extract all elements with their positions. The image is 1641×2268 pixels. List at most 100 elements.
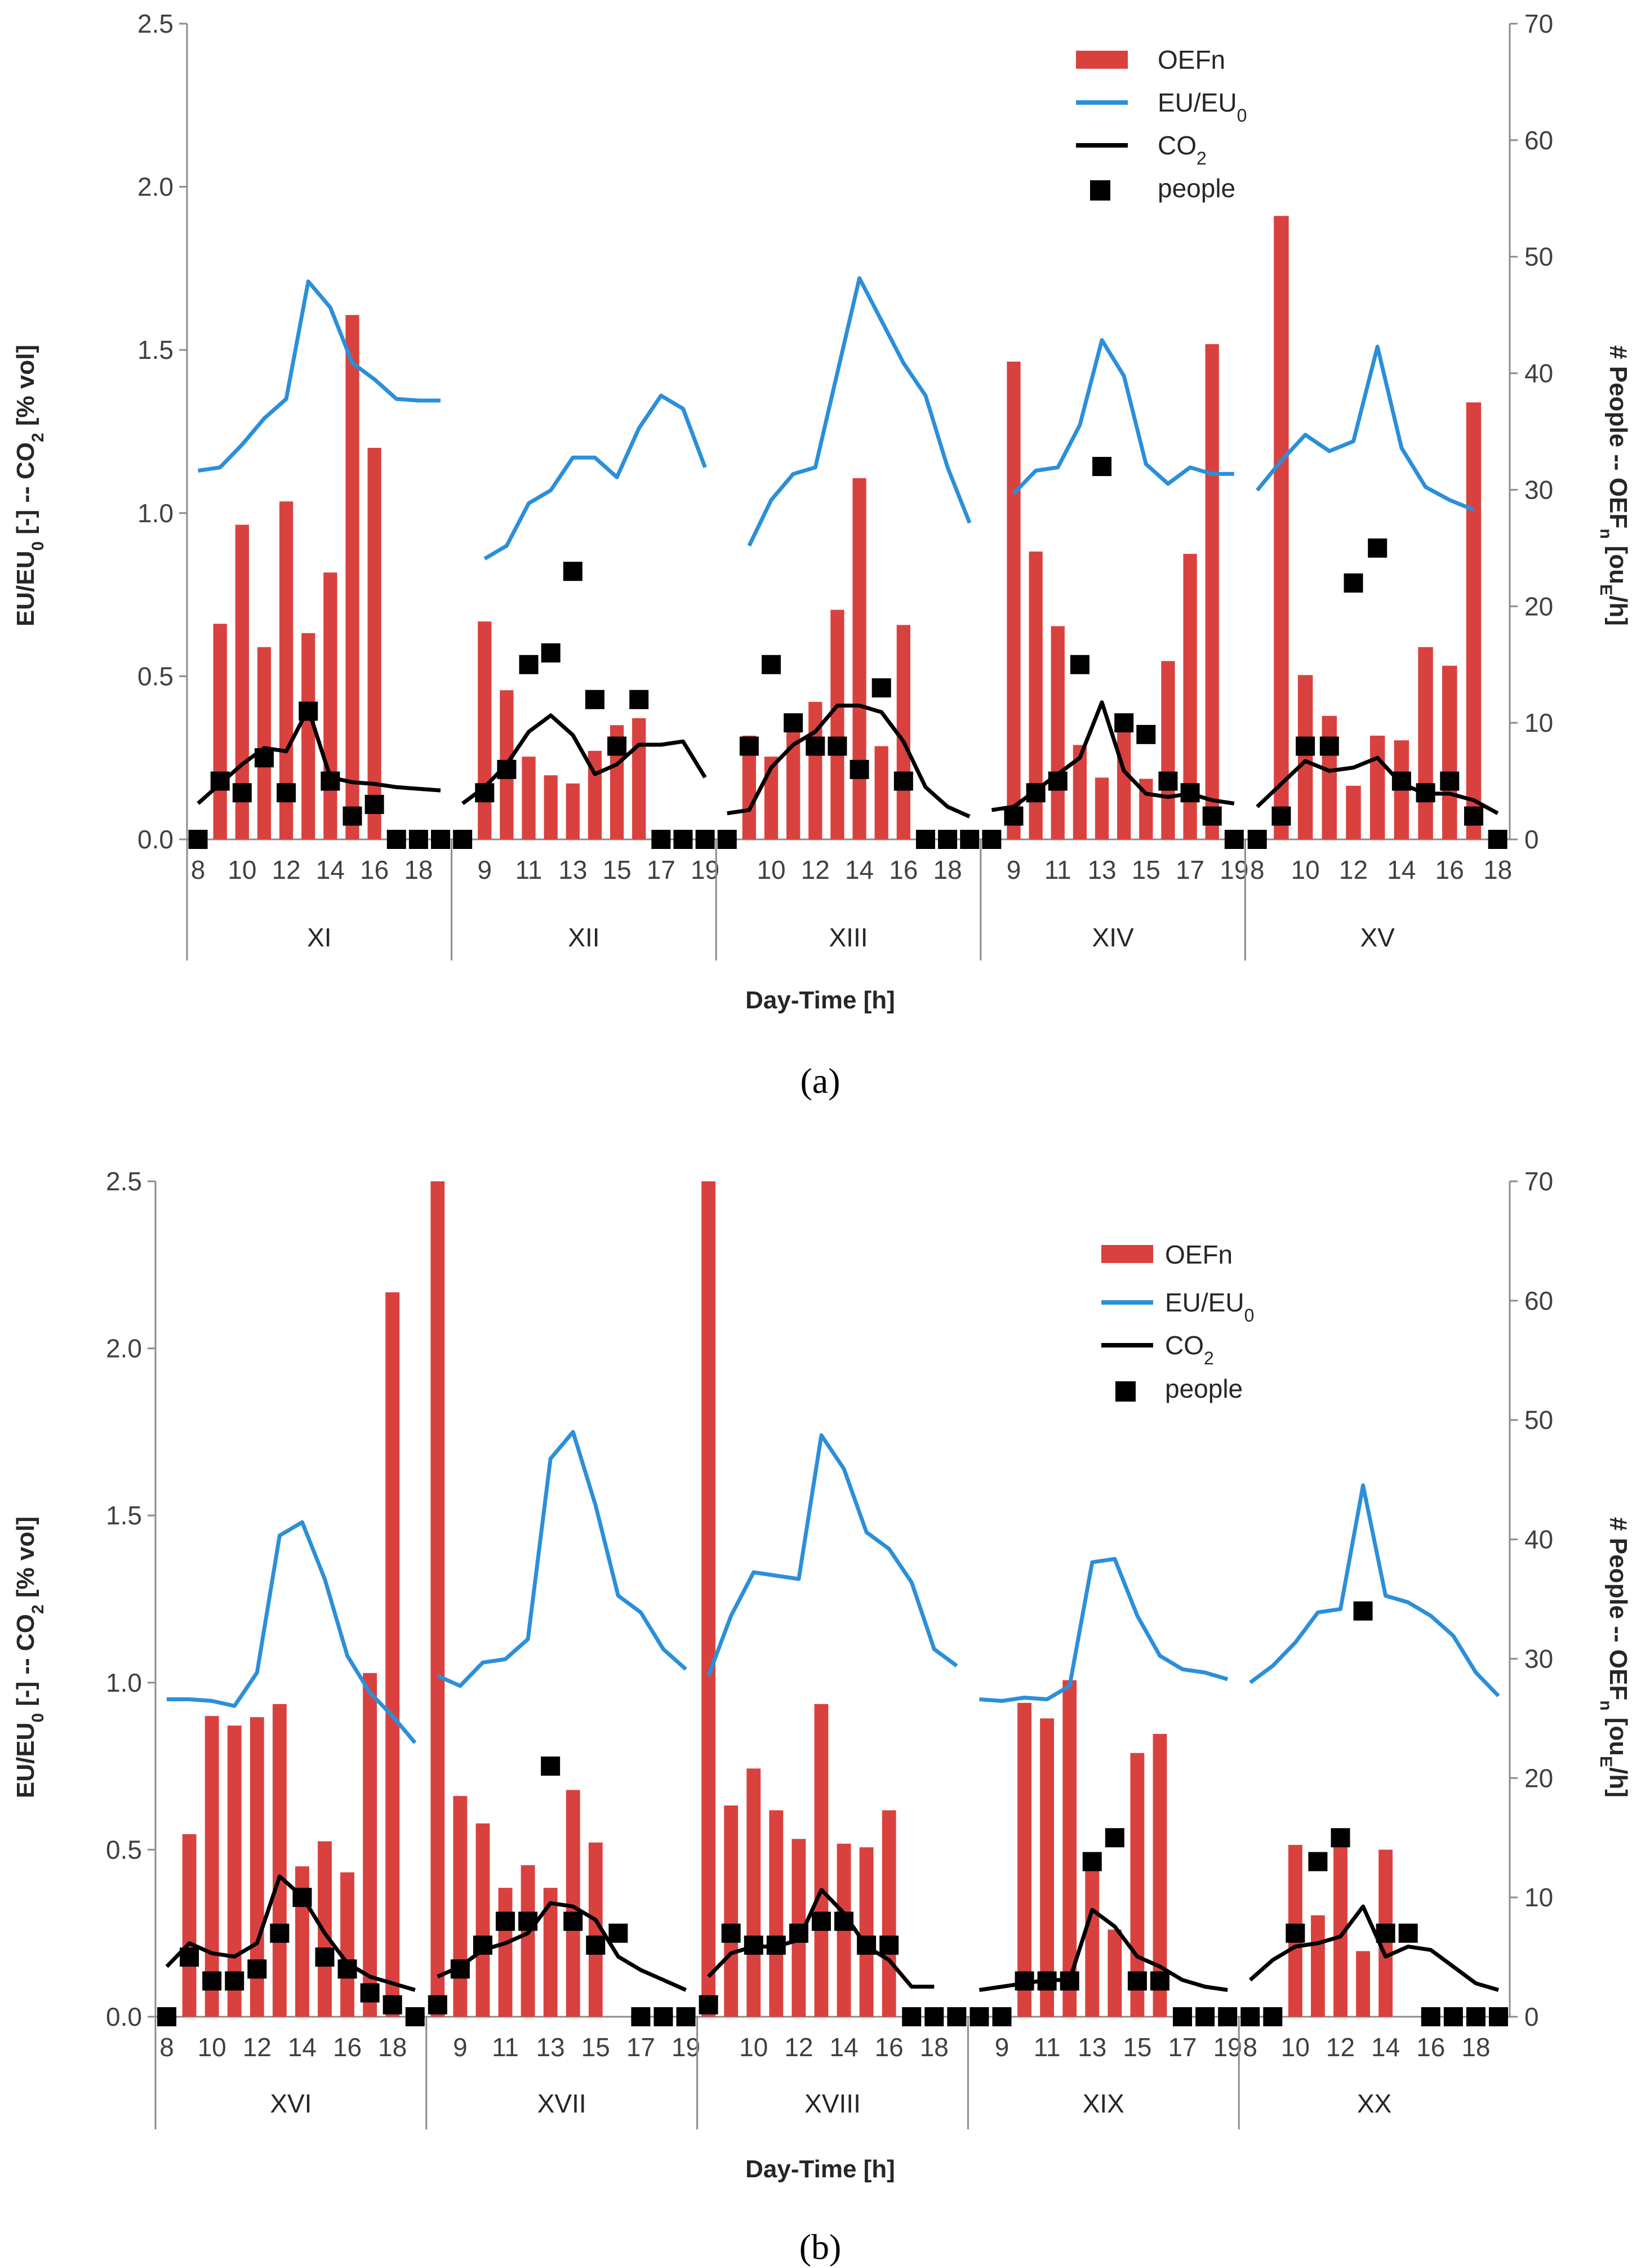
line-eu [1249,1483,1500,1697]
bar-oefn [272,1704,287,2017]
group-XI: 8 10 12 14 16 18 XI [188,279,451,952]
yr-b-4: /h] [1604,1767,1632,1798]
line-eu [167,1520,417,1744]
bar-oefn [318,1841,332,2017]
marker-people [762,655,781,674]
x-tick-label: 13 [558,855,587,884]
x-tick-label: 10 [1291,855,1320,884]
legend-b: OEFn EU/EU0 CO2 people [1101,1240,1254,1403]
y-tick-label-right-a: 20 [1524,592,1553,621]
marker-people [321,771,340,791]
marker-people [1195,2007,1215,2026]
marker-people [857,1935,877,1955]
chart-b: (b) Day-Time [h] EU/EU0 [-] -- CO2 [% vo… [12,1240,1632,2267]
bar-oefn [746,1768,761,2017]
yl-a-0: EU/EU [12,551,39,626]
marker-people [902,2007,922,2026]
marker-people [541,643,561,663]
marker-people [1092,457,1112,477]
yl-b-1: 0 [29,1713,47,1723]
legend-bar-label-a: OEFn [1158,45,1225,74]
bar-oefn [363,1673,377,2017]
marker-people [1026,783,1046,803]
x-tick-label: 16 [875,2033,904,2062]
legend-co2-label-b: CO2 [1165,1331,1214,1368]
x-tick-label: 16 [1435,855,1464,884]
x-tick-label: 15 [1132,855,1160,884]
y-tick-label-right-a: 30 [1524,475,1553,504]
y-tick-label-left-b: 1.0 [106,1668,142,1697]
marker-people [518,1911,538,1931]
marker-people [1488,2007,1508,2026]
line-co2 [727,704,971,819]
bar-oefn [1095,777,1109,839]
legend-people-swatch-a [1090,180,1110,201]
line-eu [1012,338,1234,495]
x-tick-label: 19 [1213,2033,1242,2062]
marker-people [673,830,693,849]
group-XIII: 10 12 14 16 18 XIII [715,276,980,960]
marker-people [585,690,604,709]
marker-people [188,830,208,849]
y-tick-label-right-b: 50 [1524,1406,1553,1435]
y-tick-label-right-b: 60 [1524,1286,1553,1315]
yr-a-0: # People -- OEF [1604,345,1632,528]
y-tick-label-left-a: 0.5 [137,661,174,691]
yl-a-3: 2 [29,433,47,442]
group-XIX: 9 11 13 15 17 19 XIX [967,1557,1242,2129]
x-tick-label: 15 [603,855,632,884]
yr-b-3: E [1597,1756,1616,1767]
x-tick-label: 9 [478,855,492,884]
y-tick-label-right-b: 30 [1524,1644,1553,1673]
x-tick-label: 10 [198,2033,226,2062]
group-XX: 8 10 12 14 16 18 XX [1238,1483,1508,2129]
bar-oefn [430,1181,445,2017]
x-tick-label: 17 [647,855,675,884]
line-eu [706,1433,958,1677]
marker-people [1398,1923,1418,1943]
marker-people [871,678,891,698]
marker-people [473,1935,492,1955]
bar-oefn [227,1726,242,2017]
x-tick-label: 19 [671,2033,700,2062]
line-co2 [461,713,707,806]
marker-people [563,562,582,581]
y-tick-label-left-b: 1.5 [106,1501,142,1530]
marker-people [879,1935,899,1955]
bar-oefn [478,621,492,839]
marker-people [938,830,958,849]
group-label: XIII [829,923,868,952]
marker-people [364,794,384,814]
marker-people [850,759,869,779]
x-tick-label: 16 [889,855,918,884]
bar-oefn [301,633,315,839]
legend-eu-sub-b: 0 [1244,1305,1255,1326]
marker-people [699,1995,718,2014]
marker-people [1331,1828,1350,1848]
marker-people [292,1888,312,1907]
marker-people [607,736,627,756]
x-tick-label: 11 [1034,2033,1061,2062]
marker-people [1224,830,1244,849]
yl-b-2: [-] -- CO [12,1614,39,1713]
bar-oefn [1274,216,1289,839]
yl-b-0: EU/EU [12,1723,39,1798]
x-tick-label: 18 [1483,855,1512,884]
bar-oefn [1369,735,1385,839]
y-tick-label-left-b: 2.0 [106,1334,142,1363]
line-eu [747,276,972,547]
line-co2 [165,1874,416,1992]
yr-b-2: [ou [1604,1711,1632,1756]
x-tick-label: 11 [515,855,542,884]
bar-oefn [385,1292,400,2017]
bar-oefn [808,701,822,839]
marker-people [1004,806,1024,826]
legend-people-label-a: people [1158,174,1235,203]
marker-people [744,1935,763,1955]
bar-oefn [340,1872,354,2017]
x-tick-label: 8 [191,855,206,884]
marker-people [828,736,847,756]
group-XII: 9 11 13 15 17 19 XII [451,393,719,960]
marker-people [629,690,649,709]
